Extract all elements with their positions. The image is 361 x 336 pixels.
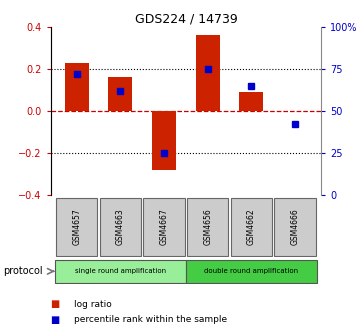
Bar [152,111,176,170]
FancyBboxPatch shape [187,198,229,256]
FancyBboxPatch shape [56,198,97,256]
FancyBboxPatch shape [55,260,186,283]
FancyBboxPatch shape [100,198,141,256]
Text: GSM4662: GSM4662 [247,208,256,245]
Bar [65,62,89,111]
Text: ■: ■ [51,315,60,325]
Title: GDS224 / 14739: GDS224 / 14739 [135,13,237,26]
FancyBboxPatch shape [274,198,316,256]
Text: double round amplification: double round amplification [204,268,299,274]
FancyBboxPatch shape [186,260,317,283]
Text: single round amplification: single round amplification [75,268,166,274]
Bar [108,77,132,111]
Text: GSM4656: GSM4656 [203,208,212,245]
FancyBboxPatch shape [231,198,272,256]
FancyBboxPatch shape [143,198,185,256]
Text: ■: ■ [51,299,60,309]
Text: GSM4667: GSM4667 [160,208,169,245]
Bar [239,92,264,111]
Text: protocol: protocol [4,266,43,276]
Text: GSM4663: GSM4663 [116,208,125,245]
Text: GSM4657: GSM4657 [72,208,81,245]
Bar [196,35,220,111]
Text: log ratio: log ratio [74,300,112,308]
Text: percentile rank within the sample: percentile rank within the sample [74,316,227,324]
Text: GSM4666: GSM4666 [291,208,300,245]
